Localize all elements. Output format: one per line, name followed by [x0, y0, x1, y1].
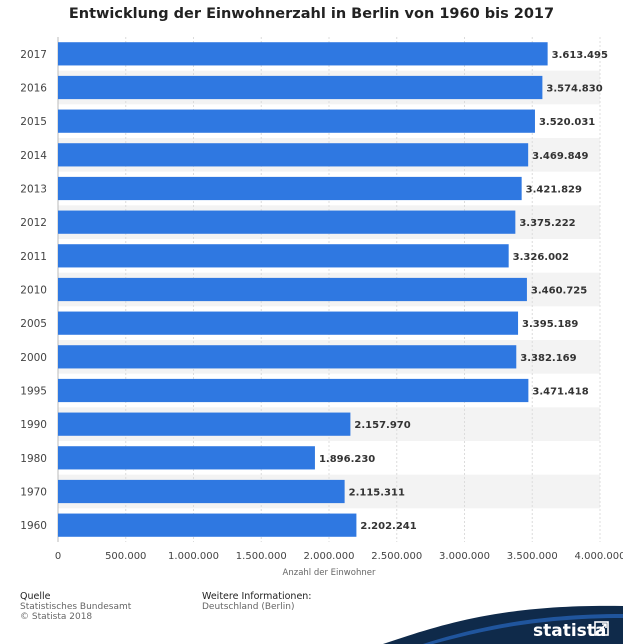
bar-2016 [58, 75, 543, 100]
value-label: 2.157.970 [354, 420, 410, 431]
source-line-2: © Statista 2018 [20, 612, 93, 622]
category-label: 1980 [20, 453, 47, 465]
bar-2017 [58, 42, 548, 66]
value-label: 3.574.830 [546, 84, 602, 95]
logo-wave-accent [423, 614, 623, 644]
x-tick-label: 0 [55, 551, 61, 562]
bar-1995 [58, 378, 529, 403]
x-tick-label: 2.500.000 [371, 551, 422, 562]
x-tick-label: 4.000.000 [575, 551, 623, 562]
x-tick-label: 500.000 [105, 551, 146, 562]
bar-2011 [58, 244, 509, 268]
info-label: Weitere Informationen: [202, 591, 312, 602]
x-axis-title: Anzahl der Einwohner [283, 568, 376, 578]
value-label: 3.520.031 [539, 117, 595, 128]
category-label: 2005 [20, 318, 47, 330]
category-label: 1960 [20, 520, 47, 532]
value-label: 3.613.495 [552, 50, 608, 61]
bar-1980 [58, 446, 315, 470]
value-label: 3.382.169 [520, 353, 576, 364]
category-label: 1990 [20, 419, 47, 431]
category-label: 2013 [20, 184, 47, 196]
category-label: 2012 [20, 217, 47, 229]
bar-chart: 2017 3.613.495 2016 3.574.830 2015 3.520.031 2… [20, 37, 623, 578]
category-label: 2014 [20, 150, 47, 162]
info-line-1: Deutschland (Berlin) [202, 602, 295, 612]
x-tick-label: 3.000.000 [439, 551, 490, 562]
bar-1970 [58, 479, 345, 504]
category-label: 2017 [20, 49, 47, 61]
category-label: 2016 [20, 83, 47, 95]
x-tick-label: 3.500.000 [507, 551, 558, 562]
bar-2015 [58, 109, 535, 133]
category-label: 2010 [20, 285, 47, 297]
value-label: 1.896.230 [319, 454, 375, 465]
logo-wordmark: statista [533, 621, 606, 641]
value-label: 3.395.189 [522, 319, 578, 330]
logo-mark-icon [594, 621, 609, 636]
category-label: 2011 [20, 251, 47, 263]
value-label: 2.202.241 [360, 521, 416, 532]
x-tick-label: 2.000.000 [304, 551, 355, 562]
source-line-1: Statistisches Bundesamt [20, 602, 132, 612]
value-label: 3.460.725 [531, 286, 587, 297]
value-label: 2.115.311 [349, 488, 405, 499]
source-label: Quelle [20, 591, 51, 602]
value-label: 3.375.222 [519, 218, 575, 229]
chart-title: Entwicklung der Einwohnerzahl in Berlin … [68, 6, 555, 22]
bar-2000 [58, 345, 517, 369]
x-tick-label: 1.500.000 [236, 551, 287, 562]
statista-logo[interactable]: statista [383, 584, 623, 644]
value-label: 3.471.418 [532, 387, 588, 398]
value-label: 3.421.829 [526, 185, 582, 196]
category-label: 1970 [20, 487, 47, 499]
bar-2013 [58, 176, 522, 201]
category-label: 1995 [20, 386, 47, 398]
category-label: 2000 [20, 352, 47, 364]
value-label: 3.326.002 [513, 252, 569, 263]
x-tick-label: 1.000.000 [168, 551, 219, 562]
bar-1960 [58, 513, 357, 537]
bar-2014 [58, 143, 529, 167]
bar-2012 [58, 210, 516, 234]
category-label: 2015 [20, 116, 47, 128]
bar-2010 [58, 277, 527, 302]
bar-1990 [58, 412, 351, 436]
bar-2005 [58, 311, 519, 335]
value-label: 3.469.849 [532, 151, 588, 162]
